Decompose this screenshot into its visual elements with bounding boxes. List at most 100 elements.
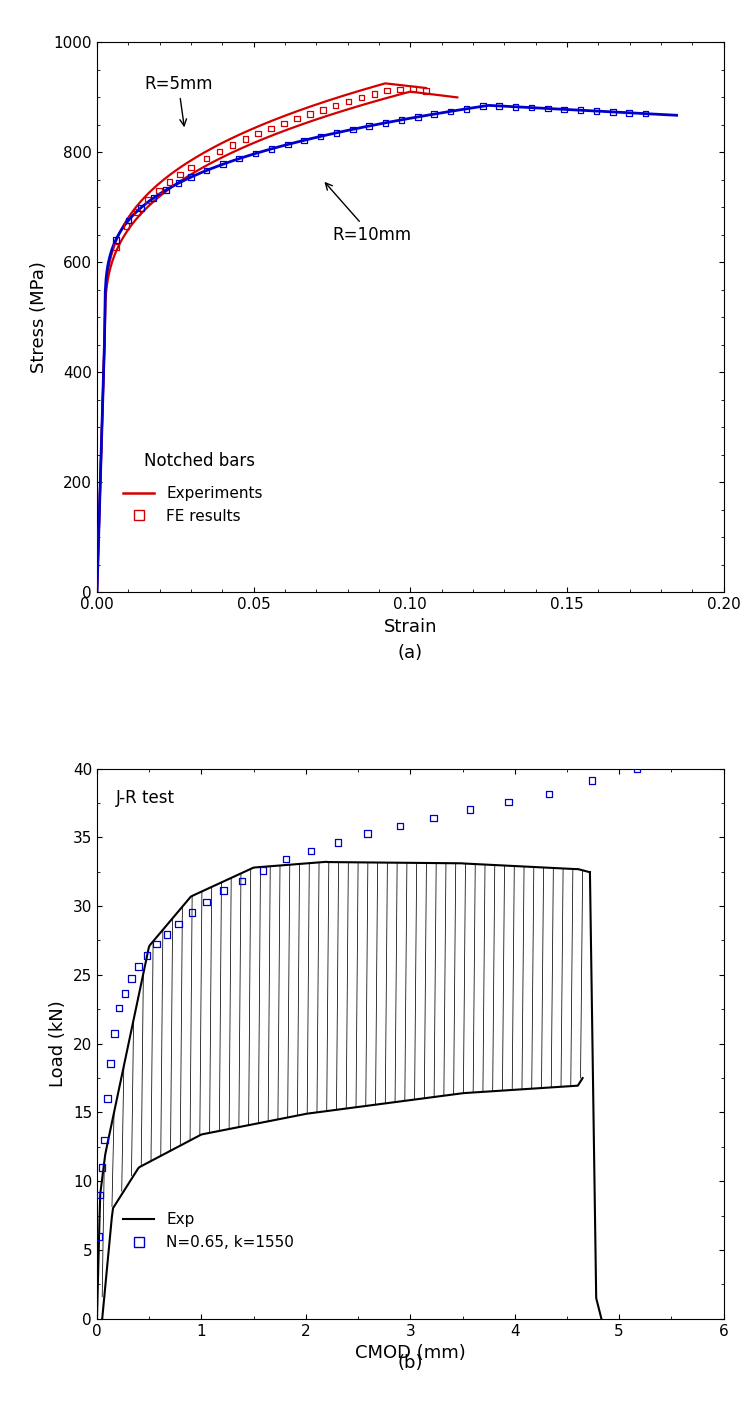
Point xyxy=(93,1225,104,1247)
Point xyxy=(148,187,160,209)
Point xyxy=(342,90,354,112)
Y-axis label: Stress (MPa): Stress (MPa) xyxy=(30,261,48,373)
Point xyxy=(161,923,173,946)
Point xyxy=(121,215,133,237)
Point xyxy=(239,128,251,150)
Point xyxy=(304,102,316,125)
Point xyxy=(298,129,310,152)
Point xyxy=(330,122,342,145)
Point xyxy=(133,955,145,978)
Point xyxy=(445,100,457,122)
Point xyxy=(131,201,143,223)
Point xyxy=(201,891,213,913)
Point xyxy=(394,79,406,101)
Point xyxy=(110,229,122,251)
Point xyxy=(381,80,393,102)
Text: R=10mm: R=10mm xyxy=(325,182,411,244)
Point xyxy=(631,758,643,780)
Point xyxy=(363,115,375,137)
Point xyxy=(142,189,154,212)
Point xyxy=(291,108,303,130)
Point xyxy=(122,209,134,231)
X-axis label: CMOD (mm): CMOD (mm) xyxy=(355,1344,466,1362)
Point xyxy=(160,178,172,201)
Point xyxy=(347,118,359,140)
Point xyxy=(110,236,122,258)
Point xyxy=(558,98,570,121)
Point xyxy=(464,798,476,821)
Point xyxy=(249,142,261,164)
Point xyxy=(317,98,329,121)
Point xyxy=(420,80,432,102)
Point xyxy=(217,880,229,902)
Point xyxy=(135,196,147,219)
Point xyxy=(185,156,197,178)
Point xyxy=(185,166,197,188)
Point xyxy=(151,933,163,955)
Point xyxy=(172,173,184,195)
Point xyxy=(280,847,292,870)
Point xyxy=(639,102,651,125)
Point xyxy=(186,901,198,923)
Point xyxy=(606,101,618,123)
Text: Notched bars: Notched bars xyxy=(144,452,255,470)
Point xyxy=(428,102,440,125)
Point xyxy=(141,944,153,967)
Point xyxy=(542,97,554,119)
Legend: Exp, N=0.65, k=1550: Exp, N=0.65, k=1550 xyxy=(117,1207,300,1256)
Point xyxy=(266,137,278,160)
Point xyxy=(510,95,521,118)
Point xyxy=(503,791,515,814)
Point xyxy=(113,998,125,1020)
Point xyxy=(591,100,603,122)
Point xyxy=(172,912,184,934)
Point xyxy=(282,133,294,156)
Point xyxy=(330,94,342,116)
Point xyxy=(109,1023,121,1045)
Point xyxy=(543,783,555,805)
Point xyxy=(94,1184,106,1207)
Point xyxy=(356,87,368,109)
Point xyxy=(394,815,406,838)
Point xyxy=(163,171,175,194)
Point xyxy=(460,98,472,121)
Text: (a): (a) xyxy=(398,644,423,662)
Point xyxy=(574,100,586,122)
Point xyxy=(265,118,277,140)
Point xyxy=(369,83,380,105)
Point xyxy=(623,101,635,123)
Point xyxy=(380,112,392,135)
Point xyxy=(586,769,598,791)
Point xyxy=(233,147,245,170)
Point xyxy=(477,95,489,118)
Point xyxy=(201,147,213,170)
Point xyxy=(257,859,269,881)
Point xyxy=(213,140,225,163)
Point xyxy=(493,95,505,118)
Point xyxy=(395,108,407,130)
X-axis label: Strain: Strain xyxy=(383,617,437,636)
Point xyxy=(125,967,137,989)
Text: (b): (b) xyxy=(398,1354,423,1372)
Point xyxy=(427,807,439,829)
Point xyxy=(362,822,374,845)
Text: R=5mm: R=5mm xyxy=(144,74,213,126)
Point xyxy=(236,870,248,892)
Point xyxy=(119,982,131,1005)
Point xyxy=(252,122,264,145)
Legend: Experiments, FE results: Experiments, FE results xyxy=(117,480,269,530)
Text: J-R test: J-R test xyxy=(116,788,175,807)
Point xyxy=(101,1087,113,1110)
Point xyxy=(98,1129,110,1152)
Point xyxy=(526,97,538,119)
Point xyxy=(227,133,239,156)
Point xyxy=(412,105,424,128)
Point xyxy=(278,112,290,135)
Point xyxy=(201,159,213,181)
Point xyxy=(314,125,326,147)
Point xyxy=(305,840,317,863)
Point xyxy=(175,163,186,185)
Point xyxy=(104,1052,116,1075)
Point xyxy=(96,1156,108,1179)
Point xyxy=(332,831,344,853)
